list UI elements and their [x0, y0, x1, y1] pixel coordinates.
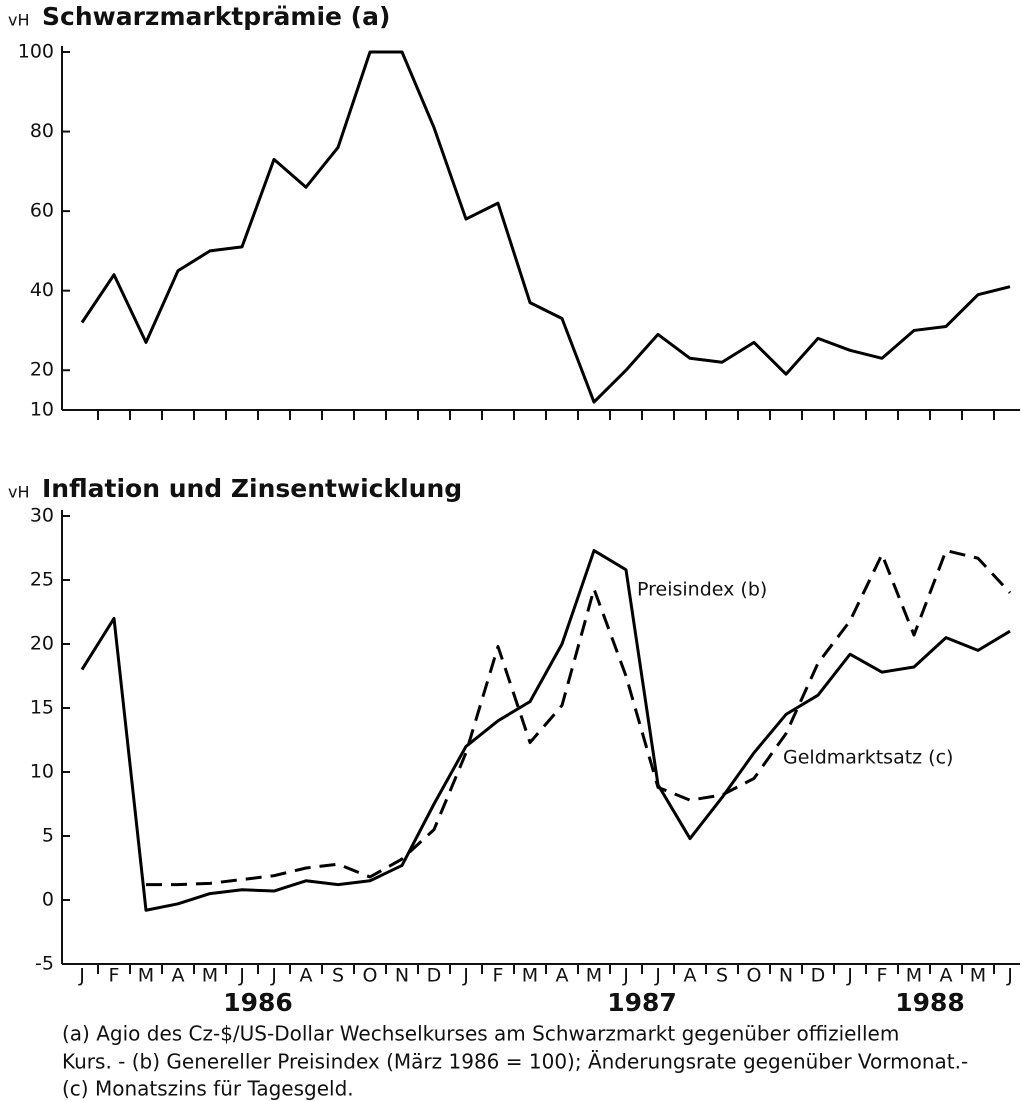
x-tick-label: A	[172, 965, 185, 987]
y-tick-label: 40	[30, 279, 54, 301]
year-label: 1986	[223, 988, 293, 1017]
chart-title: Inflation und Zinsentwicklung	[42, 474, 462, 503]
footnote: Kurs. - (b) Genereller Preisindex (März …	[62, 1050, 968, 1074]
x-tick-label: J	[462, 965, 469, 987]
chart-title: Schwarzmarktprämie (a)	[42, 2, 390, 31]
year-label: 1988	[895, 988, 965, 1017]
series-label: Geldmarktsatz (c)	[783, 747, 953, 769]
x-tick-label: A	[556, 965, 569, 987]
y-tick-label: 30	[30, 505, 54, 527]
x-tick-label: M	[202, 965, 218, 987]
y-tick-label: 20	[30, 359, 54, 381]
x-tick-label: A	[940, 965, 953, 987]
x-tick-label: M	[138, 965, 154, 987]
x-tick-label: M	[522, 965, 538, 987]
x-tick-label: J	[78, 965, 85, 987]
y-tick-label: 5	[42, 825, 54, 847]
x-tick-label: M	[970, 965, 986, 987]
x-tick-label: M	[906, 965, 922, 987]
data-line	[80, 549, 1011, 912]
y-tick-label: 0	[42, 889, 54, 911]
x-tick-label: J	[846, 965, 853, 987]
y-axis-label: vH	[8, 483, 30, 502]
y-axis-label: vH	[8, 11, 30, 30]
y-tick-label: 100	[18, 41, 54, 63]
footnote: (a) Agio des Cz-$/US-Dollar Wechselkurse…	[62, 1022, 899, 1046]
year-label: 1987	[607, 988, 677, 1017]
x-tick-label: S	[332, 965, 344, 987]
x-tick-label: F	[109, 965, 120, 987]
x-tick-label: J	[622, 965, 629, 987]
x-tick-label: J	[654, 965, 661, 987]
y-tick-label: 10	[30, 399, 54, 421]
x-tick-label: D	[811, 965, 826, 987]
x-tick-label: J	[1006, 965, 1013, 987]
series-label: Preisindex (b)	[637, 579, 767, 601]
y-tick-label: 60	[30, 200, 54, 222]
y-tick-label: 80	[30, 120, 54, 142]
footnote: (c) Monatszins für Tagesgeld.	[62, 1077, 354, 1101]
x-tick-label: N	[395, 965, 409, 987]
x-tick-label: O	[363, 965, 378, 987]
data-line	[146, 549, 1012, 887]
x-tick-label: A	[684, 965, 697, 987]
x-tick-label: F	[877, 965, 888, 987]
y-tick-label: 10	[30, 761, 54, 783]
y-tick-label: 25	[30, 569, 54, 591]
x-tick-label: M	[586, 965, 602, 987]
y-tick-label: 20	[30, 633, 54, 655]
x-tick-label: F	[493, 965, 504, 987]
y-tick-label: -5	[35, 953, 54, 975]
x-tick-label: J	[270, 965, 277, 987]
x-tick-label: J	[238, 965, 245, 987]
x-tick-label: S	[716, 965, 728, 987]
x-tick-label: O	[747, 965, 762, 987]
x-tick-label: D	[427, 965, 442, 987]
y-tick-label: 15	[30, 697, 54, 719]
x-tick-label: A	[300, 965, 313, 987]
data-line	[80, 50, 1011, 404]
x-tick-label: N	[779, 965, 793, 987]
